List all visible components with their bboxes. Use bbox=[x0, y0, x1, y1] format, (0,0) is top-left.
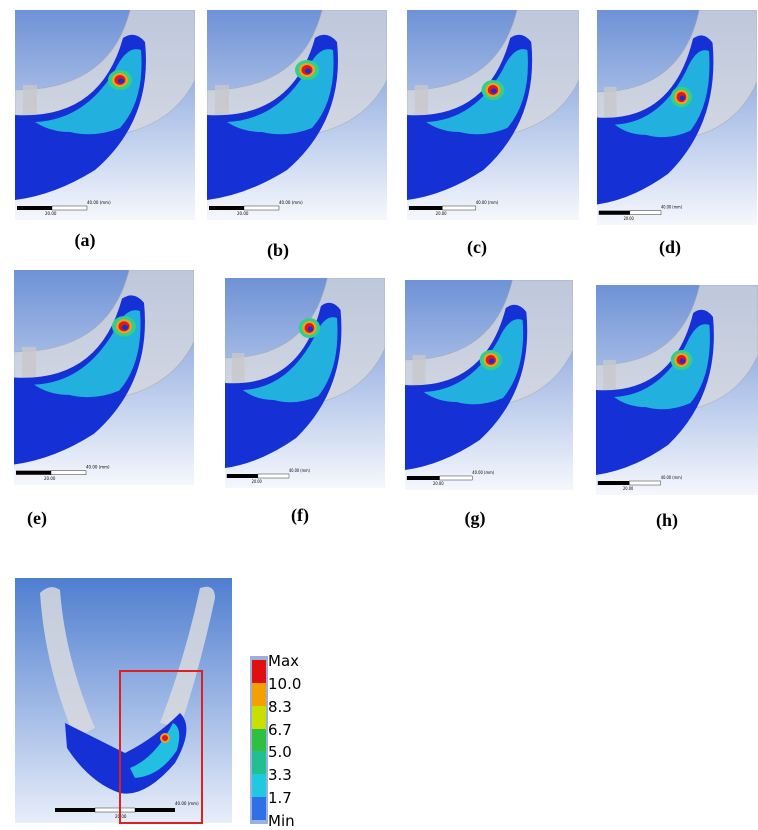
scale-bar-white bbox=[51, 205, 88, 211]
stress-low bbox=[242, 317, 338, 403]
panel-label: (a) bbox=[74, 230, 96, 250]
panel-label: (g) bbox=[464, 508, 486, 528]
scale-end: 40.00 (mm) bbox=[175, 801, 199, 806]
legend: Max 10.0 8.3 6.7 5.0 3.3 1.7 Min bbox=[250, 652, 310, 829]
legend-swatch bbox=[252, 797, 266, 820]
scale-bar-white bbox=[243, 205, 280, 211]
scale-bar-black bbox=[16, 470, 51, 475]
ramus-left bbox=[40, 587, 95, 738]
stress-low bbox=[423, 319, 524, 405]
panel-image: 40.00 (mm) 20.00 bbox=[14, 270, 194, 485]
scale-end: 40.00 (mm) bbox=[661, 475, 683, 480]
stress-low bbox=[35, 49, 142, 135]
screw-hole bbox=[307, 326, 313, 332]
implant bbox=[215, 85, 229, 115]
legend-label: 10.0 bbox=[268, 674, 302, 693]
scale-end: 40.00 (mm) bbox=[661, 204, 682, 209]
panel-label: (f) bbox=[291, 505, 309, 525]
scale-bar-white bbox=[50, 470, 87, 475]
scale-mid: 20.00 bbox=[45, 211, 57, 216]
implant bbox=[412, 355, 426, 385]
scale-mid: 20.00 bbox=[623, 486, 634, 491]
panel-label: (e) bbox=[27, 508, 47, 528]
implant bbox=[604, 86, 617, 118]
scale-end: 40.00 (mm) bbox=[476, 200, 499, 205]
legend-label: 6.7 bbox=[268, 720, 292, 739]
scale-end: 40.00 (mm) bbox=[279, 200, 303, 205]
implant bbox=[414, 85, 429, 115]
legend-swatch bbox=[252, 728, 266, 752]
scale-bar-black bbox=[55, 808, 95, 812]
scale-bar-black bbox=[406, 476, 440, 480]
legend-label: Min bbox=[268, 812, 295, 830]
scale-bar-black bbox=[598, 210, 630, 215]
legend-swatch bbox=[252, 682, 266, 706]
ramus-right bbox=[160, 586, 215, 728]
legend-label: 1.7 bbox=[268, 789, 292, 808]
scale-bar-black bbox=[597, 481, 630, 485]
scale-bar-white bbox=[257, 473, 290, 479]
panel-label: (d) bbox=[659, 237, 681, 257]
scale-end: 40.00 (mm) bbox=[289, 468, 310, 473]
screw-hole bbox=[118, 78, 124, 84]
stress-low bbox=[614, 50, 710, 138]
legend-swatch bbox=[252, 705, 266, 729]
legend-label: Max bbox=[268, 652, 300, 670]
mandible bbox=[65, 713, 187, 794]
scale-mid: 20.00 bbox=[436, 211, 447, 216]
screw-hole bbox=[305, 68, 311, 74]
implant bbox=[23, 85, 37, 115]
screw-hole bbox=[489, 358, 495, 364]
scale-bar-black bbox=[226, 474, 258, 478]
overview-image: 40.00 (mm)20.00 bbox=[15, 578, 232, 823]
scale-bar-white bbox=[629, 480, 661, 486]
scale-bar-white bbox=[442, 205, 476, 211]
scale-mid: 20.00 bbox=[624, 216, 635, 221]
scale-bar-white bbox=[439, 475, 473, 481]
scale-mid: 20.00 bbox=[44, 476, 56, 481]
stress-low bbox=[34, 310, 141, 398]
panel-label: (c) bbox=[467, 237, 487, 257]
panel-image: 40.00 (mm) 20.00 bbox=[15, 10, 195, 220]
scale-end: 40.00 (mm) bbox=[87, 200, 111, 205]
scale-mid: 20.00 bbox=[237, 211, 249, 216]
panel-label: (b) bbox=[267, 240, 289, 260]
scale-end: 40.00 (mm) bbox=[86, 465, 110, 470]
panel-image: 40.00 (mm) 20.00 bbox=[407, 10, 579, 220]
scale-bar-black bbox=[209, 206, 244, 210]
legend-swatch bbox=[252, 774, 266, 798]
legend-label: 8.3 bbox=[268, 697, 292, 716]
implant bbox=[603, 360, 616, 390]
panel-image: 40.00 (mm) 20.00 bbox=[405, 280, 573, 490]
implant bbox=[232, 353, 245, 383]
scale-mid: 20.00 bbox=[252, 479, 263, 484]
scale-bar-black bbox=[17, 206, 52, 210]
implant bbox=[22, 346, 36, 378]
panel-image: 40.00 (mm) 20.00 bbox=[225, 278, 385, 488]
legend-swatch bbox=[252, 751, 266, 775]
highlight-box bbox=[119, 670, 203, 824]
panel-image: 40.00 (mm) 20.00 bbox=[597, 10, 757, 225]
screw-hole bbox=[122, 324, 128, 330]
screw-hole bbox=[491, 88, 497, 94]
stress-max bbox=[162, 735, 168, 741]
panel-label: (h) bbox=[656, 510, 678, 530]
scale-bar-black bbox=[408, 206, 443, 210]
scale-end: 40.00 (mm) bbox=[472, 470, 494, 475]
scale-mid: 20.00 bbox=[433, 481, 444, 486]
legend-swatch bbox=[252, 660, 266, 683]
stress-low bbox=[614, 324, 710, 410]
screw-hole bbox=[679, 95, 685, 101]
scale-bar-white bbox=[629, 210, 662, 215]
panel-image: 40.00 (mm) 20.00 bbox=[596, 285, 758, 495]
legend-label: 3.3 bbox=[268, 766, 292, 785]
stress-low bbox=[426, 49, 528, 135]
screw-hole bbox=[679, 358, 686, 364]
scale-bar-black bbox=[135, 808, 175, 812]
legend-label: 5.0 bbox=[268, 743, 292, 762]
panel-image: 40.00 (mm) 20.00 bbox=[207, 10, 387, 220]
